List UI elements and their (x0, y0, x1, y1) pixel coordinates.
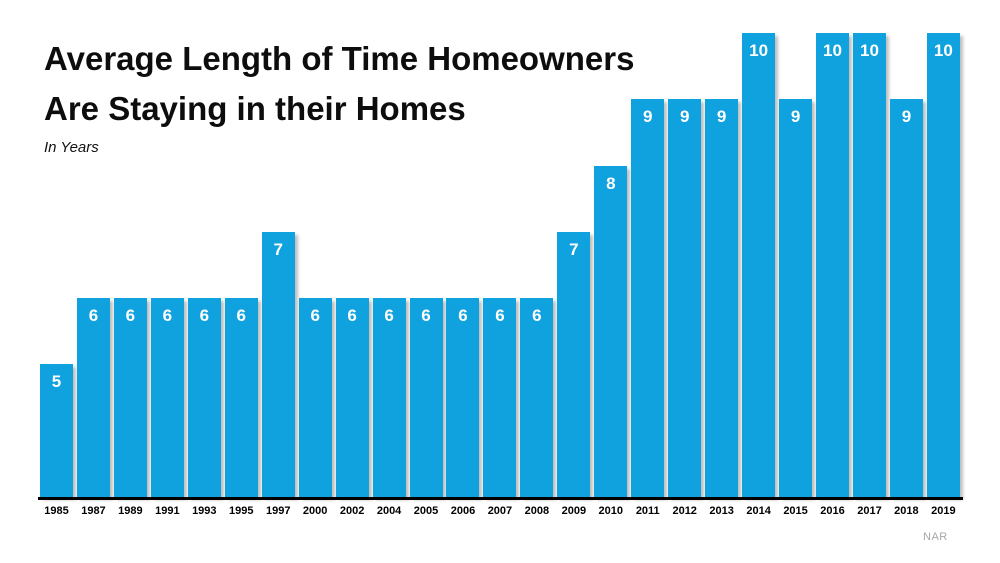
bar: 6 (409, 298, 443, 497)
bar-value-label: 10 (933, 41, 953, 60)
bar-value-label: 6 (495, 306, 505, 326)
bar-value-label: 6 (88, 306, 99, 326)
bar: 7 (557, 231, 591, 497)
bar-value-label: 7 (569, 239, 579, 259)
bar-chart: 5 6 6 6 6 6 7 6 6 6 6 6 6 6 7 8 9 9 9 10 9 10 10 9 10 (40, 33, 960, 497)
bar-value-label: 6 (532, 306, 542, 326)
bar: 9 (631, 99, 665, 497)
bar: 6 (224, 298, 258, 497)
x-tick-label: 2011 (635, 505, 660, 517)
x-tick-label: 1995 (229, 505, 254, 517)
x-tick-label: 2012 (672, 505, 697, 517)
bar-value-label: 9 (716, 107, 727, 127)
x-tick-label: 1993 (192, 505, 217, 517)
bar: 6 (298, 298, 332, 497)
chart-title-line-1: Average Length of Time Homeowners (44, 40, 635, 77)
x-tick-label: 2005 (413, 505, 439, 517)
bar-value-label: 7 (273, 239, 283, 259)
x-tick-label: 2016 (820, 505, 845, 517)
bar-value-label: 9 (643, 107, 653, 127)
x-tick-label: 2017 (857, 505, 882, 517)
bar-value-label: 6 (458, 306, 468, 326)
bar-value-label: 6 (199, 306, 210, 326)
x-tick-label: 2010 (598, 505, 624, 517)
x-tick-label: 1997 (265, 505, 291, 517)
bar: 10 (816, 33, 850, 497)
x-axis-labels: 1985 1987 1989 1991 1993 1995 1997 2000 2002 2004… (40, 505, 960, 517)
x-axis-line (38, 497, 963, 500)
bar: 7 (261, 231, 295, 497)
bar-value-label: 6 (162, 306, 173, 326)
x-tick-label: 2008 (524, 505, 550, 517)
bar: 9 (889, 99, 923, 497)
bar-value-label: 6 (310, 306, 320, 326)
bar: 9 (705, 99, 739, 497)
x-tick-label: 2006 (450, 505, 476, 517)
x-tick-label: 1987 (81, 505, 106, 517)
bar: 10 (926, 33, 960, 497)
title-block: Average Length of Time Homeowners Are St… (44, 34, 634, 156)
bar-value-label: 6 (125, 306, 136, 326)
chart-subtitle: In Years (44, 139, 99, 156)
bar-value-label: 9 (790, 107, 801, 127)
bar: 6 (372, 298, 406, 497)
x-tick-label: 2015 (783, 505, 808, 517)
x-tick-label: 2000 (302, 505, 328, 517)
bar-value-label: 6 (347, 306, 357, 326)
bar-value-label: 6 (384, 306, 394, 326)
bar-value-label: 5 (51, 372, 62, 392)
bar-value-label: 9 (679, 107, 690, 127)
x-tick-label: 1989 (118, 505, 143, 517)
bar: 6 (446, 298, 480, 497)
chart-title-line-2: Are Staying in their Homes (44, 90, 466, 127)
x-tick-label: 2007 (487, 505, 513, 517)
bar-value-label: 10 (749, 41, 769, 60)
bar-value-label: 9 (901, 107, 912, 127)
bar: 9 (779, 99, 813, 497)
x-tick-label: 2002 (339, 505, 365, 517)
bar-series: 5 6 6 6 6 6 7 6 6 6 6 6 6 6 7 8 9 9 9 10 9 10 10 9 10 (40, 33, 960, 497)
x-tick-label: 1991 (155, 505, 180, 517)
bar: 8 (594, 165, 628, 497)
bar: 6 (335, 298, 369, 497)
x-tick-label: 2013 (709, 505, 734, 517)
bar: 6 (76, 298, 110, 497)
bar: 6 (483, 298, 517, 497)
source-label: NAR (923, 531, 948, 543)
x-tick-label: 2014 (746, 505, 771, 517)
bar-value-label: 6 (421, 306, 431, 326)
x-tick-label: 2019 (931, 505, 956, 517)
bar-value-label: 8 (606, 173, 616, 193)
x-tick-label: 2009 (561, 505, 587, 517)
bar: 10 (852, 33, 886, 497)
x-tick-label: 2004 (376, 505, 402, 517)
x-tick-label: 2018 (894, 505, 919, 517)
bar: 6 (113, 298, 147, 497)
bar: 6 (150, 298, 184, 497)
bar-value-label: 10 (860, 41, 879, 60)
bar-value-label: 10 (823, 41, 842, 60)
bar: 6 (187, 298, 221, 497)
bar: 10 (742, 33, 776, 497)
bar: 9 (668, 99, 702, 497)
x-tick-label: 1985 (44, 505, 69, 517)
bar-value-label: 6 (236, 306, 246, 326)
bar: 6 (520, 298, 554, 497)
bar: 5 (40, 364, 73, 497)
